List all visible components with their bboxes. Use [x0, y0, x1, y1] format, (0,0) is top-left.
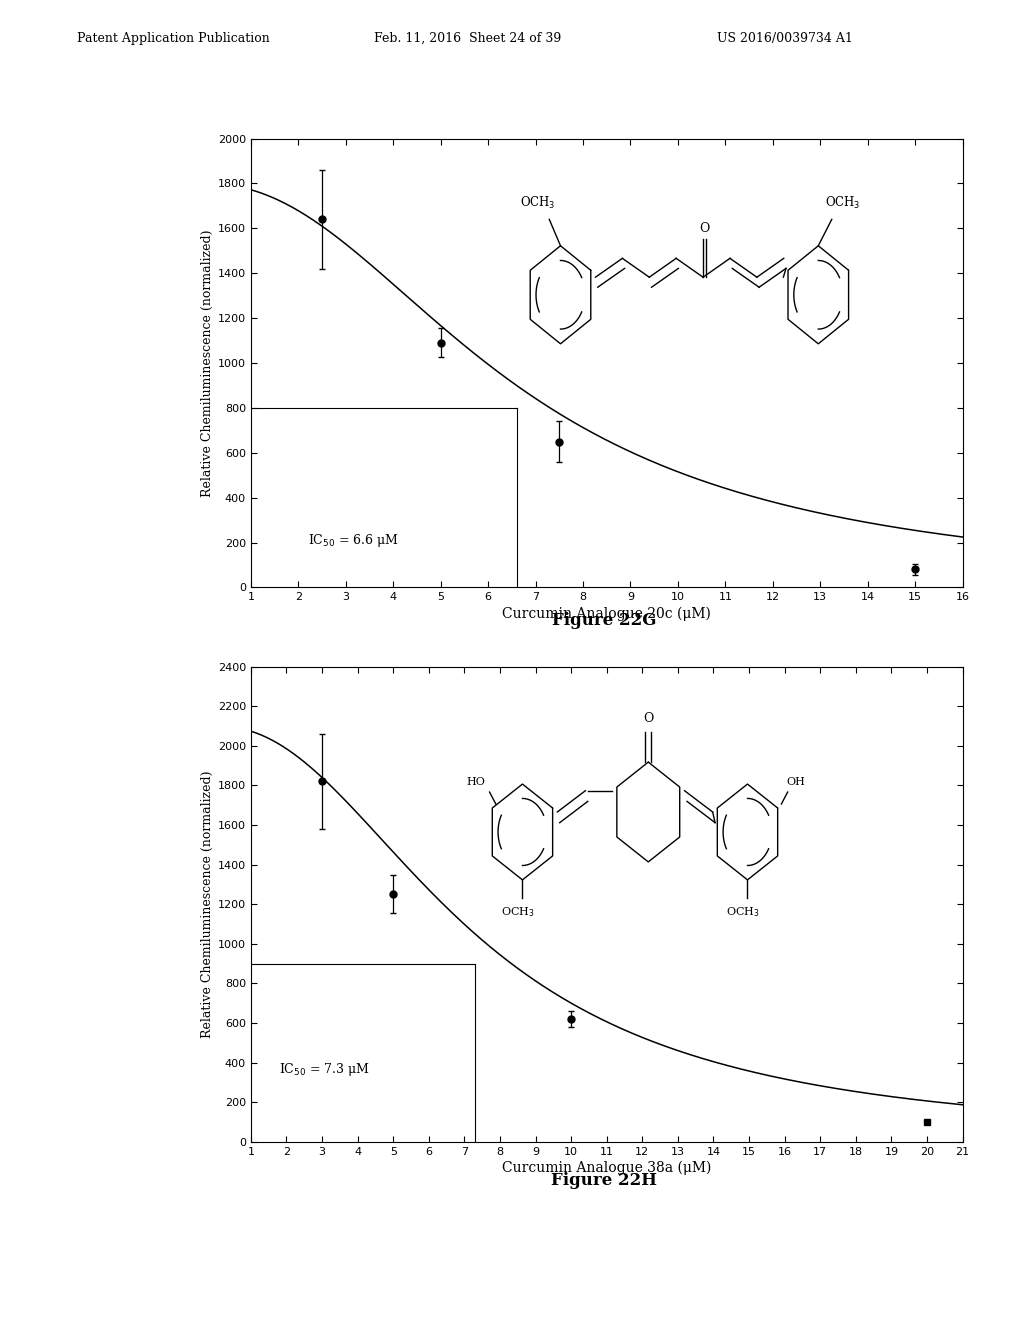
Text: Figure 22H: Figure 22H	[551, 1172, 657, 1189]
X-axis label: Curcumin Analogue 38a (μM): Curcumin Analogue 38a (μM)	[502, 1160, 712, 1175]
Text: IC$_{50}$ = 7.3 μM: IC$_{50}$ = 7.3 μM	[280, 1060, 370, 1077]
Text: Figure 22G: Figure 22G	[552, 612, 656, 630]
Text: IC$_{50}$ = 6.6 μM: IC$_{50}$ = 6.6 μM	[308, 532, 398, 549]
Y-axis label: Relative Chemiluminescence (normalized): Relative Chemiluminescence (normalized)	[201, 771, 214, 1038]
Text: Feb. 11, 2016  Sheet 24 of 39: Feb. 11, 2016 Sheet 24 of 39	[374, 32, 561, 45]
Text: Patent Application Publication: Patent Application Publication	[77, 32, 269, 45]
Y-axis label: Relative Chemiluminescence (normalized): Relative Chemiluminescence (normalized)	[201, 230, 214, 496]
X-axis label: Curcumin Analogue 20c (μM): Curcumin Analogue 20c (μM)	[503, 606, 711, 620]
Text: US 2016/0039734 A1: US 2016/0039734 A1	[717, 32, 853, 45]
